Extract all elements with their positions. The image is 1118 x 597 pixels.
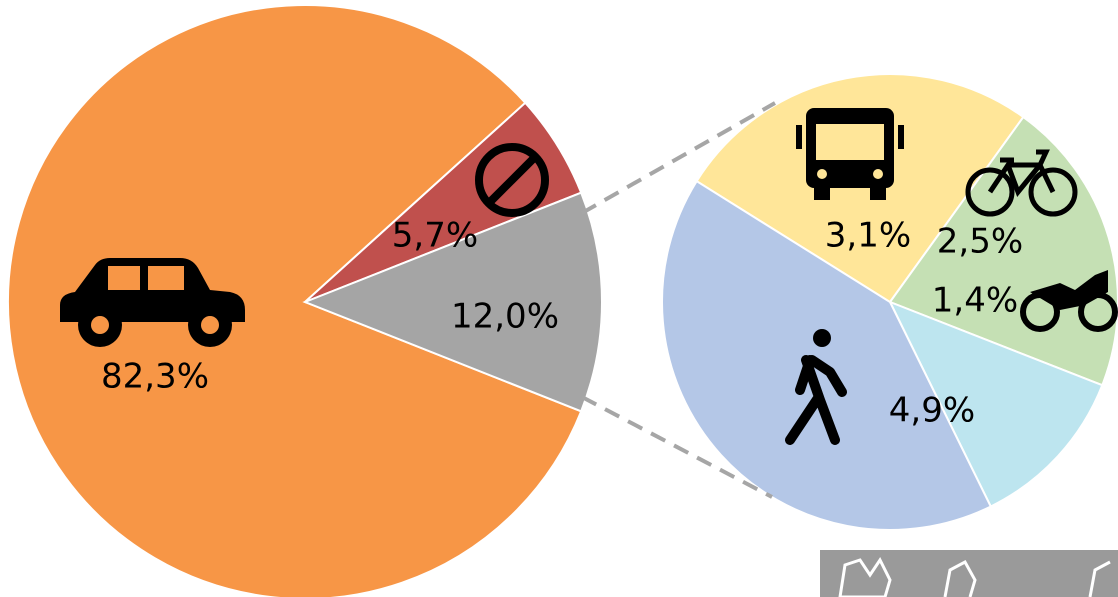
connector-line (581, 395, 773, 499)
labels: 82,3% 5,7% 12,0% 3,1% 2,5% 1,4% 4,9% (101, 216, 1023, 431)
value-label: 1,4% (932, 281, 1018, 321)
value-label: 4,9% (889, 391, 975, 431)
bike-icon (965, 149, 1078, 217)
pie-slice (887, 300, 1104, 508)
pie-slice (7, 4, 583, 597)
car-icon (60, 258, 245, 347)
bus-icon (796, 108, 904, 200)
value-label: 2,5% (937, 222, 1023, 262)
motorcycle-icon (1020, 270, 1118, 332)
value-label: 82,3% (101, 357, 209, 397)
slices (7, 4, 1118, 597)
value-label: 3,1% (825, 216, 911, 256)
connector-line (581, 101, 776, 215)
pie-slice (888, 115, 1118, 387)
pedestrian-icon (785, 329, 847, 445)
pie-slice (661, 179, 993, 531)
no-icon (475, 143, 549, 217)
pie-slice (695, 73, 1025, 304)
value-label: 12,0% (451, 297, 559, 337)
photo-fragment (820, 550, 1118, 597)
value-label: 5,7% (392, 216, 478, 256)
